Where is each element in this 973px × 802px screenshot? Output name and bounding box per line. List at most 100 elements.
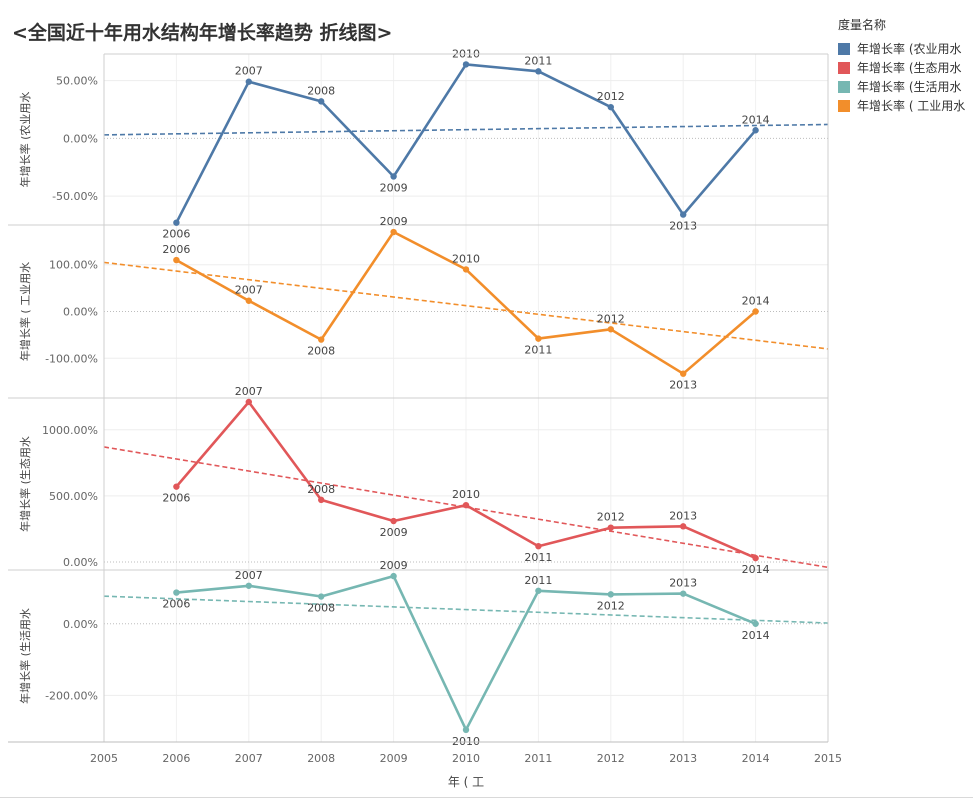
point-label: 2006: [162, 228, 190, 241]
point-label: 2009: [380, 526, 408, 539]
point-label: 2012: [597, 511, 625, 524]
data-point: [390, 173, 397, 180]
data-point: [607, 326, 614, 333]
x-tick-label: 2008: [307, 752, 335, 765]
data-point: [318, 336, 325, 343]
point-label: 2014: [742, 563, 770, 576]
data-point: [535, 335, 542, 342]
legend: 度量名称 年增长率 (农业用水 年增长率 (生态用水 年增长率 (生活用水 年增…: [838, 16, 973, 115]
point-label: 2013: [669, 577, 697, 590]
trend-line: [103, 261, 829, 350]
data-point: [607, 524, 614, 531]
y-tick-label: 500.00%: [49, 490, 98, 503]
data-point: [173, 589, 180, 596]
y-axis-label: 年增长率 (生态用水: [18, 436, 32, 532]
point-label: 2009: [380, 215, 408, 228]
point-label: 2014: [742, 295, 770, 308]
y-tick-label: 0.00%: [63, 306, 98, 319]
y-tick-label: 1000.00%: [42, 424, 98, 437]
chart-title: <全国近十年用水结构年增长率趋势 折线图>: [12, 22, 393, 44]
legend-label-domestic: 年增长率 (生活用水: [857, 80, 962, 94]
legend-swatch-agriculture: [838, 42, 850, 55]
data-point: [535, 542, 542, 550]
data-point: [680, 211, 687, 218]
point-label: 2014: [742, 113, 770, 126]
point-label: 2007: [235, 65, 263, 78]
data-point: [752, 554, 759, 562]
legend-item-ecology[interactable]: 年增长率 (生态用水: [838, 58, 973, 77]
data-point: [680, 523, 687, 530]
data-point: [462, 726, 470, 734]
x-tick-label: 2010: [452, 752, 480, 765]
point-label: 2008: [307, 483, 335, 496]
x-tick-label: 2012: [597, 752, 625, 765]
point-label: 2009: [380, 559, 408, 572]
y-tick-label: 50.00%: [56, 75, 98, 88]
data-point: [390, 228, 397, 236]
legend-item-agriculture[interactable]: 年增长率 (农业用水: [838, 39, 973, 58]
data-point: [173, 256, 180, 264]
point-label: 2007: [235, 569, 263, 582]
y-axis-label: 年增长率 ( 工业用水: [18, 262, 32, 361]
point-label: 2010: [452, 488, 480, 501]
data-point: [245, 78, 252, 85]
point-label: 2007: [235, 385, 263, 398]
legend-title: 度量名称: [838, 18, 887, 32]
data-point: [173, 219, 180, 226]
point-label: 2011: [524, 344, 552, 357]
data-point: [462, 266, 470, 273]
y-tick-label: -200.00%: [45, 689, 98, 702]
point-label: 2010: [452, 252, 480, 265]
x-tick-label: 2014: [742, 752, 770, 765]
point-label: 2009: [380, 181, 408, 194]
x-tick-label: 2007: [235, 752, 263, 765]
y-tick-label: -50.00%: [52, 190, 98, 203]
data-point: [607, 103, 614, 111]
y-axis-label: 年增长率 (生活用水: [18, 608, 32, 704]
data-point: [245, 297, 252, 304]
point-label: 2008: [307, 602, 335, 615]
point-label: 2006: [162, 492, 190, 505]
trend-line: [103, 446, 829, 569]
y-tick-label: 0.00%: [63, 556, 98, 569]
point-label: 2012: [597, 90, 625, 103]
legend-swatch-domestic: [838, 80, 850, 93]
data-point: [462, 501, 470, 509]
y-tick-label: 0.00%: [63, 132, 98, 145]
legend-label-agriculture: 年增长率 (农业用水: [857, 42, 962, 56]
data-point: [318, 593, 325, 600]
data-point: [318, 98, 325, 105]
data-point: [535, 587, 542, 594]
data-point: [173, 483, 180, 490]
legend-item-domestic[interactable]: 年增长率 (生活用水: [838, 77, 973, 96]
point-label: 2012: [597, 312, 625, 325]
data-point: [535, 68, 542, 75]
data-point: [318, 496, 325, 504]
point-label: 2011: [524, 551, 552, 564]
x-tick-label: 2011: [524, 752, 552, 765]
data-point: [245, 582, 252, 589]
x-tick-label: 2005: [90, 752, 118, 765]
data-point: [245, 398, 252, 406]
legend-label-ecology: 年增长率 (生态用水: [857, 61, 962, 75]
data-point: [752, 308, 759, 315]
data-point: [390, 517, 397, 525]
point-label: 2006: [162, 598, 190, 611]
data-point: [752, 620, 759, 627]
legend-swatch-ecology: [838, 61, 850, 74]
point-label: 2010: [452, 735, 480, 748]
point-label: 2008: [307, 84, 335, 97]
point-label: 2008: [307, 345, 335, 358]
y-tick-label: 0.00%: [63, 618, 98, 631]
point-label: 2014: [742, 629, 770, 642]
point-label: 2013: [669, 220, 697, 233]
y-tick-label: -100.00%: [45, 352, 98, 365]
y-axis-label: 年增长率 (农业用水: [18, 92, 32, 188]
data-point: [390, 572, 397, 580]
point-label: 2007: [235, 284, 263, 297]
point-label: 2011: [524, 574, 552, 587]
x-axis-label: 年 ( 工: [448, 775, 484, 789]
legend-item-industry[interactable]: 年增长率 ( 工业用水: [838, 96, 973, 115]
point-label: 2006: [162, 243, 190, 256]
